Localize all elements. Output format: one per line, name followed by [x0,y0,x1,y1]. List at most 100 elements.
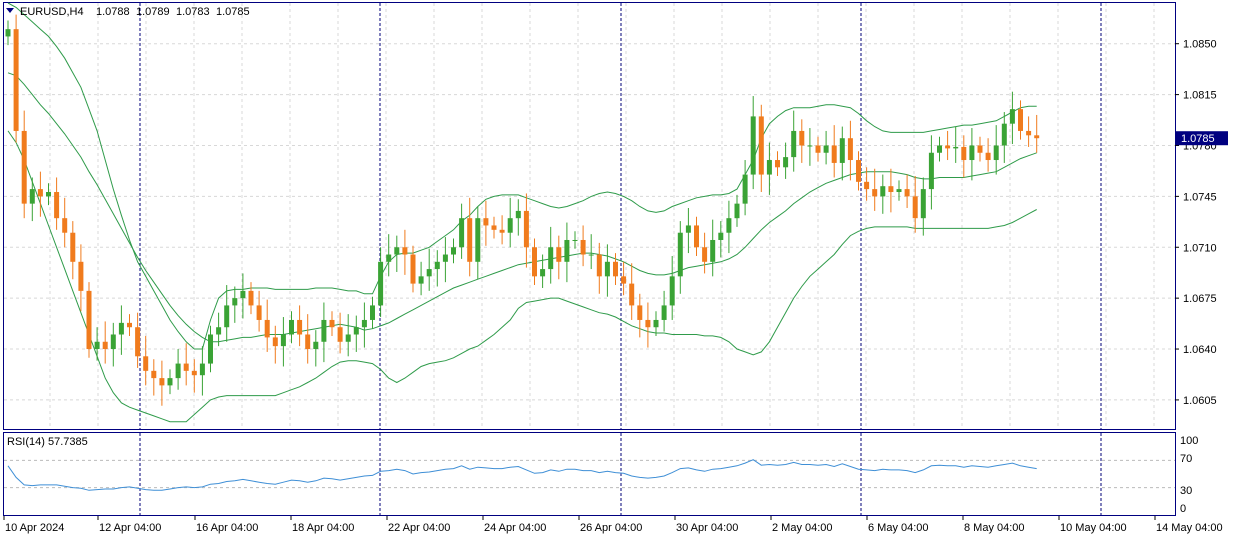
candle-body[interactable] [1026,130,1032,136]
candle-body[interactable] [418,276,424,284]
candle-body[interactable] [345,334,351,342]
candle-body[interactable] [467,218,473,262]
candle-body[interactable] [289,319,294,335]
candle-body[interactable] [167,378,173,386]
candle-body[interactable] [175,363,181,379]
candle-body[interactable] [62,218,68,233]
candle-body[interactable] [499,229,505,233]
candle-body[interactable] [451,247,456,255]
candle-body[interactable] [394,247,400,255]
main-chart-frame[interactable] [3,2,1176,430]
candle-body[interactable] [272,337,278,347]
candle-body[interactable] [523,210,529,248]
candle-body[interactable] [945,145,951,149]
candle-body[interactable] [775,160,780,168]
candle-body[interactable] [208,334,213,364]
candle-body[interactable] [888,186,894,193]
candle-body[interactable] [29,189,35,204]
candle-body[interactable] [993,145,999,161]
candle-body[interactable] [856,160,861,182]
candle-body[interactable] [969,145,975,161]
candle-body[interactable] [1001,123,1007,146]
candle-body[interactable] [677,232,683,277]
candle-body[interactable] [410,254,416,284]
candle-body[interactable] [564,239,570,262]
candle-body[interactable] [726,218,732,233]
candle-body[interactable] [847,138,853,161]
candle-body[interactable] [248,290,254,306]
candle-body[interactable] [750,116,756,175]
candle-body[interactable] [540,269,546,277]
candle-body[interactable] [232,298,238,306]
candle-body[interactable] [556,247,562,262]
candle-body[interactable] [799,130,805,146]
candle-body[interactable] [54,192,60,219]
candle-body[interactable] [872,189,878,197]
candle-body[interactable] [264,319,270,338]
candlesticks[interactable] [5,14,1040,406]
candle-body[interactable] [402,247,408,255]
candle-body[interactable] [783,157,789,168]
candle-body[interactable] [256,305,262,320]
candle-body[interactable] [305,334,311,350]
candle-body[interactable] [791,130,797,158]
candle-body[interactable] [637,305,643,320]
candle-body[interactable] [912,196,918,219]
candle-body[interactable] [920,189,926,219]
candle-body[interactable] [5,29,11,37]
candle-body[interactable] [572,239,578,241]
candle-body[interactable] [1009,109,1015,124]
candle-body[interactable] [653,319,659,328]
candle-body[interactable] [240,290,246,299]
candle-body[interactable] [977,145,983,153]
candle-body[interactable] [321,319,327,342]
candle-body[interactable] [588,254,594,256]
candle-body[interactable] [702,247,708,262]
candle-body[interactable] [928,152,934,190]
price-axis[interactable]: 1.08501.08151.07801.07451.07101.06751.06… [1175,39,1217,407]
candle-body[interactable] [718,232,724,240]
candle-body[interactable] [70,232,76,262]
candle-body[interactable] [621,276,627,284]
candle-body[interactable] [110,334,116,350]
candle-body[interactable] [604,261,610,277]
candle-body[interactable] [629,283,635,306]
candle-body[interactable] [313,341,319,350]
candle-body[interactable] [386,254,392,262]
candle-body[interactable] [1018,109,1023,131]
candle-body[interactable] [758,116,764,175]
candle-body[interactable] [78,261,84,291]
candle-body[interactable] [734,203,740,219]
candle-body[interactable] [904,189,910,197]
candle-body[interactable] [491,225,497,230]
candle-body[interactable] [1034,135,1040,139]
candle-body[interactable] [46,192,51,197]
candle-body[interactable] [815,145,821,153]
candle-body[interactable] [151,370,157,379]
candle-body[interactable] [102,341,108,350]
candle-body[interactable] [742,174,748,204]
candle-body[interactable] [532,247,537,277]
candle-body[interactable] [839,138,845,163]
candle-body[interactable] [94,341,100,350]
rsi-panel-frame[interactable] [3,432,1176,516]
time-axis[interactable]: 10 Apr 2024 12 Apr 04:00 16 Apr 04:00 18 Ap… [3,516,1223,534]
candle-body[interactable] [361,319,367,328]
candle-body[interactable] [297,319,303,335]
candle-body[interactable] [896,189,902,193]
candle-body[interactable] [337,327,343,342]
candle-body[interactable] [118,322,124,335]
candle-body[interactable] [216,327,222,335]
candle-body[interactable] [329,319,335,328]
candle-body[interactable] [685,225,691,233]
candle-body[interactable] [426,269,432,277]
candle-body[interactable] [442,254,448,262]
candle-body[interactable] [183,363,189,371]
candle-body[interactable] [199,363,205,376]
candle-body[interactable] [13,29,19,131]
candle-body[interactable] [370,305,375,320]
candle-body[interactable] [159,378,165,386]
candle-body[interactable] [280,334,286,347]
candle-body[interactable] [224,305,230,328]
